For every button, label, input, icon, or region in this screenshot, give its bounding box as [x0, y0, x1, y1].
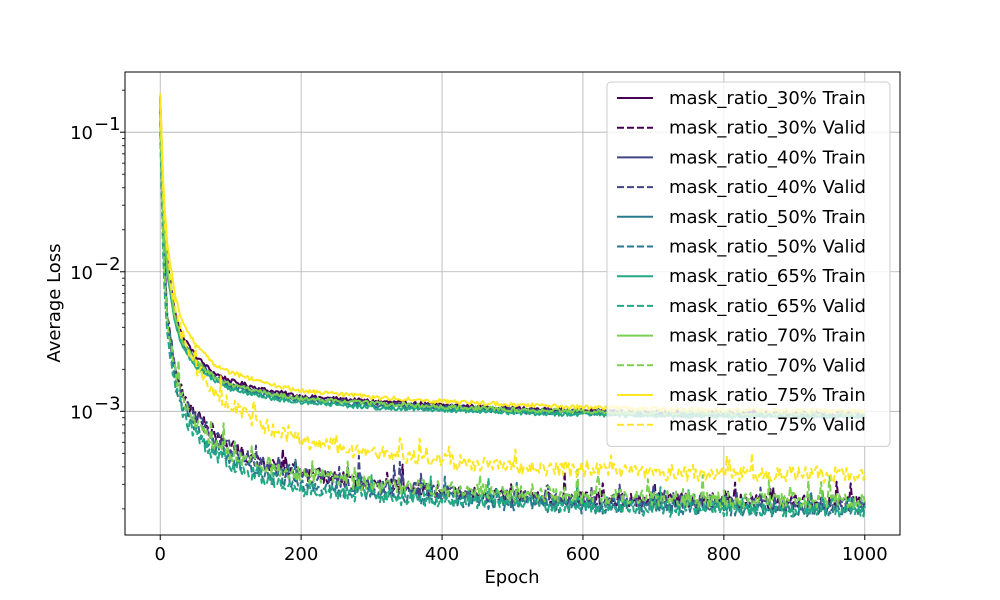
legend-entry: mask_ratio_30% Train — [669, 88, 866, 109]
y-tick-exponent: −3 — [94, 393, 121, 414]
y-tick-label: 10 — [70, 263, 93, 284]
legend-entry: mask_ratio_40% Valid — [669, 177, 866, 198]
y-tick-label: 10 — [70, 123, 93, 144]
legend-entry: mask_ratio_70% Train — [669, 326, 866, 347]
x-tick-label: 0 — [155, 544, 166, 565]
legend-entry: mask_ratio_40% Train — [669, 147, 866, 168]
x-tick-label: 400 — [425, 544, 459, 565]
series-line — [159, 103, 866, 484]
y-tick-exponent: −1 — [94, 114, 121, 135]
series-line — [159, 116, 866, 510]
legend-entry: mask_ratio_50% Train — [669, 207, 866, 228]
x-tick-label: 1000 — [842, 544, 888, 565]
y-axis-label: Average Loss — [44, 243, 65, 362]
x-axis-label: Epoch — [484, 567, 539, 588]
legend-box — [606, 81, 891, 447]
y-tick-label: 10 — [70, 402, 93, 423]
x-tick-label: 600 — [566, 544, 600, 565]
legend-entry: mask_ratio_65% Valid — [669, 296, 866, 317]
series-line — [159, 132, 866, 518]
x-tick-label: 200 — [284, 544, 318, 565]
legend-entry: mask_ratio_65% Train — [669, 266, 866, 287]
y-tick-exponent: −2 — [94, 254, 121, 275]
legend-entry: mask_ratio_30% Valid — [669, 118, 866, 139]
legend: mask_ratio_30% Train mask_ratio_30% Valid… — [606, 81, 891, 447]
plot-frame — [124, 71, 901, 536]
legend-entry: mask_ratio_50% Valid — [669, 237, 866, 258]
legend-entry: mask_ratio_70% Valid — [669, 355, 866, 376]
x-tick-label: 800 — [707, 544, 741, 565]
legend-entry: mask_ratio_75% Valid — [669, 415, 866, 436]
legend-entry: mask_ratio_75% Train — [669, 385, 866, 406]
series-line — [159, 111, 866, 515]
